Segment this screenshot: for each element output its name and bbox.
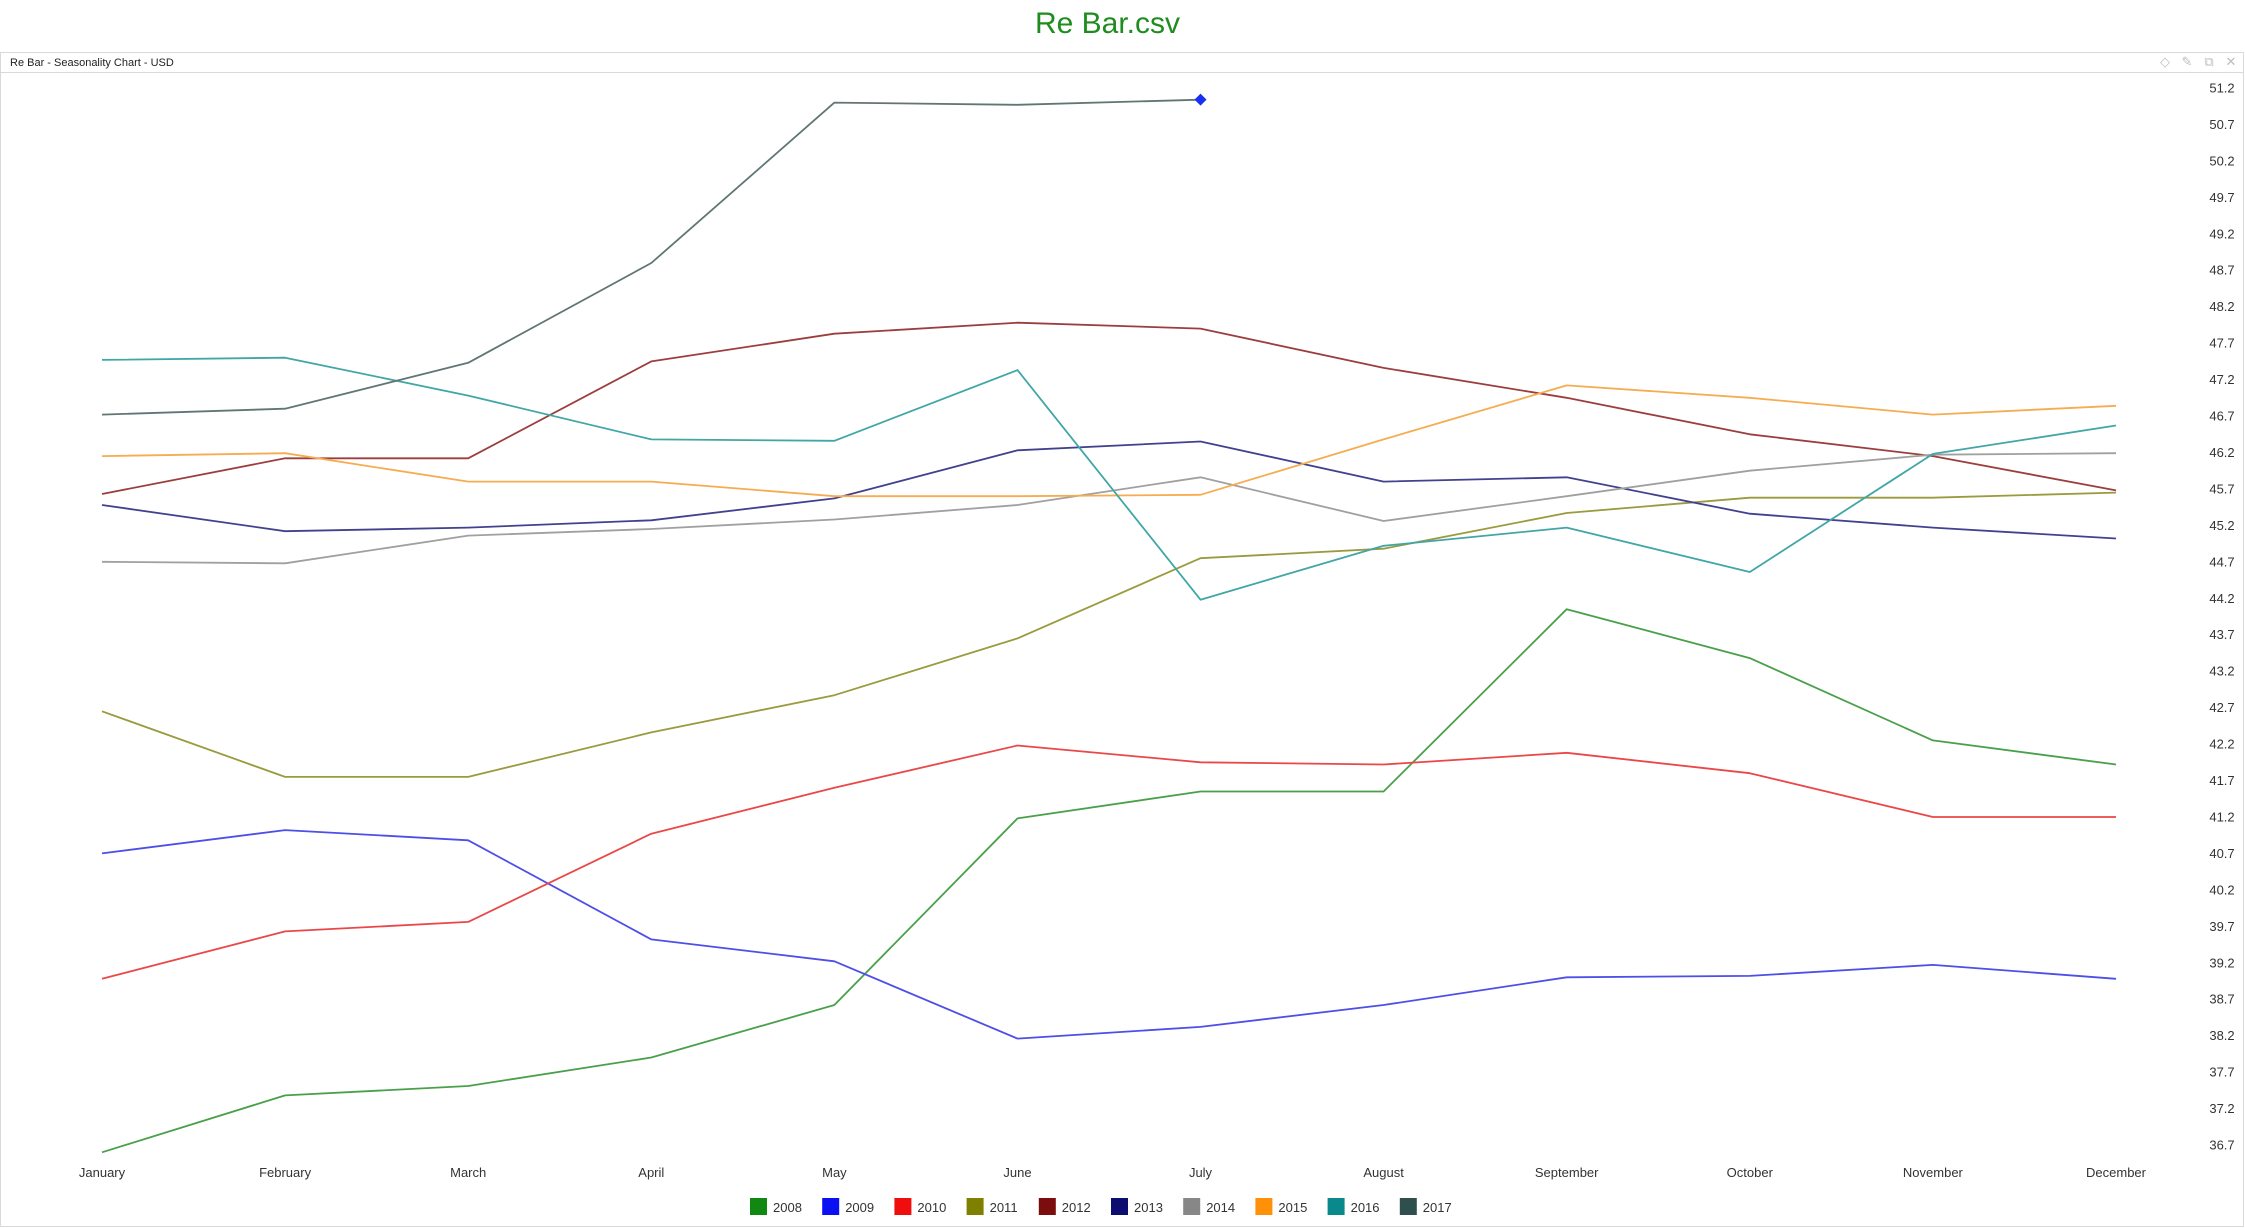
pin-icon[interactable]: ✎ bbox=[2181, 55, 2193, 70]
y-tick-label: 44.2 bbox=[2209, 591, 2234, 606]
legend-item-2013[interactable]: 2013 bbox=[1111, 1198, 1163, 1215]
y-tick-label: 48.2 bbox=[2209, 299, 2234, 314]
y-tick-label: 44.7 bbox=[2209, 554, 2234, 569]
diamond-icon[interactable]: ◇ bbox=[2160, 55, 2170, 70]
legend-label: 2013 bbox=[1134, 1200, 1163, 1215]
legend-item-2015[interactable]: 2015 bbox=[1255, 1198, 1307, 1215]
y-tick-label: 39.7 bbox=[2209, 919, 2234, 934]
legend-label: 2015 bbox=[1278, 1200, 1307, 1215]
series-line-2014 bbox=[101, 452, 2117, 565]
x-tick-label-june: June bbox=[1003, 1165, 1031, 1180]
series-line-2011 bbox=[101, 491, 2117, 778]
x-axis: January February March April May June July Augu… bbox=[79, 1165, 2147, 1180]
restore-icon[interactable]: ⧉ bbox=[2204, 55, 2214, 70]
y-tick-label: 51.2 bbox=[2209, 81, 2234, 96]
series-line-2010 bbox=[101, 744, 2116, 980]
y-axis: 36.7 37.2 37.7 38.2 38.7 39.2 39.7 40.2 40.7 41.2… bbox=[2209, 81, 2234, 1153]
legend-item-2016[interactable]: 2016 bbox=[1327, 1198, 1380, 1215]
series-lines bbox=[101, 98, 2117, 1154]
x-tick-label-march: March bbox=[450, 1165, 486, 1180]
legend-swatch bbox=[1038, 1198, 1056, 1215]
series-line-2009 bbox=[101, 829, 2117, 1040]
y-tick-label: 37.2 bbox=[2209, 1101, 2234, 1116]
close-icon[interactable]: ✕ bbox=[2225, 55, 2237, 70]
legend-swatch bbox=[1255, 1198, 1273, 1215]
y-tick-label: 46.7 bbox=[2209, 409, 2234, 424]
y-tick-label: 45.2 bbox=[2209, 518, 2234, 533]
y-tick-label: 49.2 bbox=[2209, 226, 2234, 241]
legend-label: 2016 bbox=[1351, 1200, 1380, 1215]
y-tick-label: 38.7 bbox=[2209, 992, 2234, 1007]
x-tick-label-october: October bbox=[1727, 1165, 1774, 1180]
y-tick-label: 50.2 bbox=[2209, 153, 2234, 168]
legend-label: 2014 bbox=[1206, 1200, 1235, 1215]
legend-label: 2009 bbox=[845, 1200, 874, 1215]
y-tick-label: 47.2 bbox=[2209, 372, 2234, 387]
legend-item-2011[interactable]: 2011 bbox=[966, 1198, 1018, 1215]
legend-label: 2008 bbox=[773, 1200, 802, 1215]
legend-label: 2012 bbox=[1062, 1200, 1091, 1215]
y-tick-label: 36.7 bbox=[2209, 1138, 2234, 1153]
legend-swatch bbox=[1183, 1198, 1201, 1215]
series-line-2012 bbox=[101, 321, 2117, 495]
panel-header: Re Bar - Seasonality Chart - USD ◇ ✎ ⧉ ✕ bbox=[1, 53, 2243, 73]
x-tick-label-december: December bbox=[2086, 1165, 2147, 1180]
legend-swatch bbox=[750, 1198, 767, 1215]
x-tick-label-november: November bbox=[1903, 1165, 1964, 1180]
end-markers bbox=[1194, 93, 1207, 106]
legend-swatch bbox=[966, 1198, 984, 1215]
x-tick-label-april: April bbox=[638, 1165, 664, 1180]
series-line-2015 bbox=[101, 384, 2117, 498]
y-tick-label: 46.2 bbox=[2209, 445, 2234, 460]
y-tick-label: 48.7 bbox=[2209, 263, 2234, 278]
legend-label: 2010 bbox=[917, 1200, 946, 1215]
y-tick-label: 41.2 bbox=[2209, 810, 2234, 825]
y-tick-label: 40.2 bbox=[2209, 882, 2234, 897]
y-tick-label: 40.7 bbox=[2209, 846, 2234, 861]
x-tick-label-august: August bbox=[1363, 1165, 1404, 1180]
y-tick-label: 38.2 bbox=[2209, 1028, 2234, 1043]
y-tick-label: 42.7 bbox=[2209, 700, 2234, 715]
y-tick-label: 42.2 bbox=[2209, 737, 2234, 752]
series-line-2008 bbox=[101, 608, 2117, 1154]
x-tick-label-may: May bbox=[822, 1165, 847, 1180]
series-line-2017 bbox=[101, 98, 1201, 416]
legend: 2008 2009 2010 2011 2012 2013 2014 2015 2016 2017 bbox=[750, 1198, 1452, 1215]
y-tick-label: 45.7 bbox=[2209, 481, 2234, 496]
page-title: Re Bar.csv bbox=[1034, 7, 1181, 40]
y-tick-label: 41.7 bbox=[2209, 773, 2234, 788]
y-tick-label: 37.7 bbox=[2209, 1065, 2234, 1080]
series-line-2016 bbox=[101, 356, 2117, 601]
x-tick-label-february: February bbox=[259, 1165, 312, 1180]
legend-swatch bbox=[1327, 1198, 1345, 1215]
y-tick-label: 47.7 bbox=[2209, 336, 2234, 351]
legend-item-2009[interactable]: 2009 bbox=[822, 1198, 874, 1215]
legend-label: 2011 bbox=[990, 1200, 1018, 1215]
series-line-2013 bbox=[101, 440, 2117, 540]
legend-label: 2017 bbox=[1423, 1200, 1452, 1215]
panel-toolbar: ◇ ✎ ⧉ ✕ bbox=[2155, 54, 2241, 71]
legend-item-2017[interactable]: 2017 bbox=[1399, 1198, 1452, 1215]
legend-item-2008[interactable]: 2008 bbox=[750, 1198, 802, 1215]
panel-title: Re Bar - Seasonality Chart - USD bbox=[10, 57, 174, 69]
legend-swatch bbox=[822, 1198, 840, 1215]
legend-item-2012[interactable]: 2012 bbox=[1038, 1198, 1091, 1215]
legend-item-2014[interactable]: 2014 bbox=[1183, 1198, 1235, 1215]
x-tick-label-july: July bbox=[1189, 1165, 1213, 1180]
y-tick-label: 43.2 bbox=[2209, 664, 2234, 679]
y-tick-label: 50.7 bbox=[2209, 117, 2234, 132]
y-tick-label: 49.7 bbox=[2209, 190, 2234, 205]
legend-item-2010[interactable]: 2010 bbox=[894, 1198, 946, 1215]
legend-swatch bbox=[894, 1198, 912, 1215]
y-tick-label: 39.2 bbox=[2209, 955, 2234, 970]
legend-swatch bbox=[1111, 1198, 1128, 1215]
end-marker-2017[interactable] bbox=[1194, 93, 1207, 106]
x-tick-label-january: January bbox=[79, 1165, 126, 1180]
legend-swatch bbox=[1399, 1198, 1417, 1215]
x-tick-label-september: September bbox=[1535, 1165, 1599, 1180]
y-tick-label: 43.7 bbox=[2209, 627, 2234, 642]
